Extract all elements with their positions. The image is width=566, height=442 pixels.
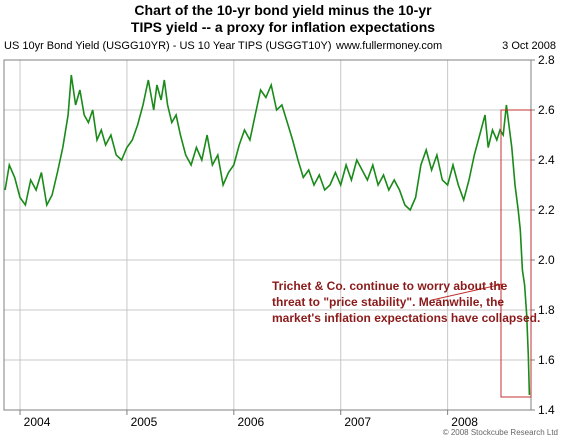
y-tick-label: 2.0 xyxy=(538,253,555,267)
x-tick-label: 2008 xyxy=(451,415,478,429)
chart-title: Chart of the 10-yr bond yield minus the … xyxy=(0,2,566,36)
x-tick-label: 2004 xyxy=(24,415,51,429)
annotation-line-2: threat to "price stability". Meanwhile, … xyxy=(272,295,504,309)
copyright: © 2008 Stockcube Research Ltd xyxy=(442,428,558,437)
y-tick-label: 2.8 xyxy=(538,53,555,67)
grid xyxy=(4,59,531,411)
date-label: 3 Oct 2008 xyxy=(502,40,556,52)
title-line-1: Chart of the 10-yr bond yield minus the … xyxy=(134,2,432,18)
y-tick-label: 2.6 xyxy=(538,103,555,117)
x-tick-label: 2006 xyxy=(237,415,264,429)
annotation-line-3: market's inflation expectations have col… xyxy=(272,311,540,325)
y-tick-label: 1.4 xyxy=(538,403,555,417)
highlight-box xyxy=(500,109,532,398)
x-axis: 2004 2005 2006 2007 2008 xyxy=(19,410,478,429)
annotation-line-1: Trichet & Co. continue to worry about th… xyxy=(272,279,508,293)
series-label: US 10yr Bond Yield (USGG10YR) - US 10 Ye… xyxy=(4,40,332,52)
y-tick-label: 1.6 xyxy=(538,353,555,367)
x-tick-label: 2007 xyxy=(344,415,371,429)
annotation: Trichet & Co. continue to worry about th… xyxy=(272,279,540,325)
chart-header: US 10yr Bond Yield (USGG10YR) - US 10 Ye… xyxy=(4,40,558,54)
title-line-2: TIPS yield -- a proxy for inflation expe… xyxy=(130,19,436,35)
annotation-pointer xyxy=(431,283,504,301)
y-axis: 1.4 1.6 1.8 2.0 2.2 2.4 2.6 2.8 xyxy=(531,53,555,417)
site-label: www.fullermoney.com xyxy=(336,40,443,52)
y-tick-label: 1.8 xyxy=(538,303,555,317)
y-tick-label: 2.2 xyxy=(538,203,555,217)
x-tick-label: 2005 xyxy=(131,415,158,429)
series-line xyxy=(4,74,531,396)
y-tick-label: 2.4 xyxy=(538,153,555,167)
